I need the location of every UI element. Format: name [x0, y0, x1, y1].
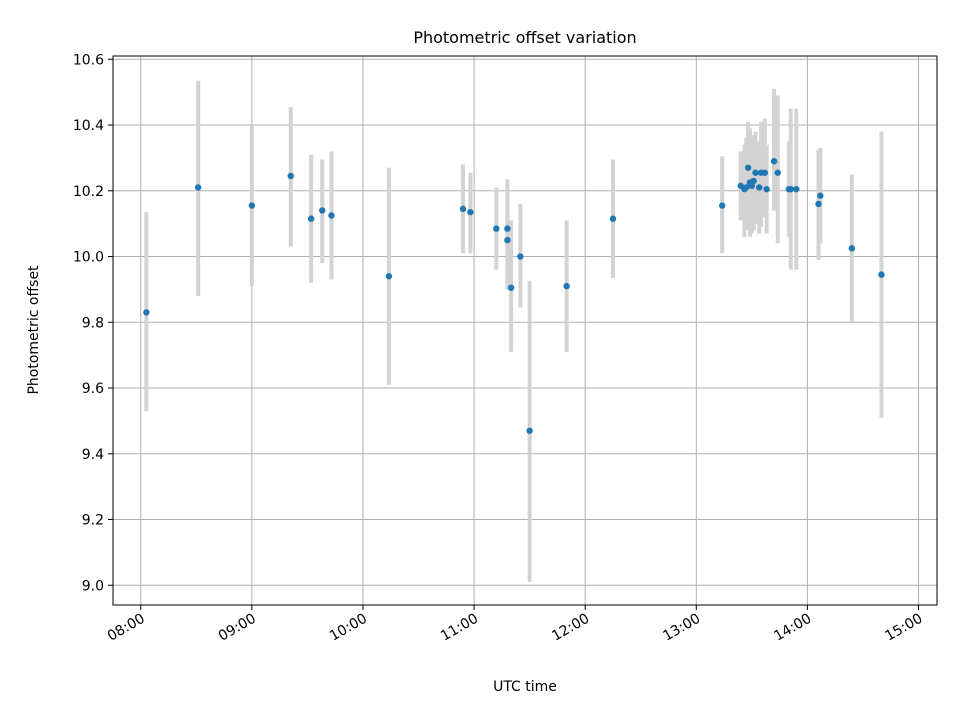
- data-point: [763, 185, 770, 193]
- data-point: [609, 215, 617, 222]
- data-point: [744, 164, 752, 171]
- data-point: [787, 185, 794, 193]
- data-point: [774, 169, 781, 176]
- data-point: [287, 172, 294, 180]
- x-tick-label: 08:00: [105, 611, 148, 645]
- x-tick-label: 15:00: [883, 611, 926, 645]
- plot-frame: [112, 55, 938, 606]
- x-tick-label: 11:00: [438, 611, 481, 645]
- data-point: [319, 207, 326, 214]
- data-point: [517, 253, 524, 260]
- data-point: [307, 215, 315, 222]
- data-point: [467, 208, 474, 216]
- data-point: [770, 157, 778, 165]
- data-point: [504, 225, 511, 232]
- y-tick-label: 10.4: [73, 118, 104, 134]
- data-point: [748, 182, 756, 190]
- data-point: [526, 427, 533, 434]
- y-tick-label: 10.2: [73, 184, 104, 200]
- data-point: [719, 202, 726, 209]
- y-axis-ticks: 9.0 9.2 9.4 9.6 9.8 10.0 10.2 10.4 10.6: [73, 52, 113, 594]
- data-point: [385, 273, 393, 280]
- x-axis-ticks: 08:00 09:00 10:00 11:00 12:00 13:00 14:00 15:00: [105, 605, 926, 645]
- error-bars: [144, 80, 884, 582]
- y-tick-label: 9.4: [82, 447, 104, 463]
- x-tick-label: 12:00: [549, 611, 592, 645]
- y-tick-label: 9.6: [82, 381, 104, 397]
- x-tick-label: 09:00: [216, 611, 259, 645]
- y-axis-label: Photometric offset: [26, 265, 42, 395]
- x-tick-label: 13:00: [660, 611, 703, 645]
- data-point: [507, 284, 515, 291]
- data-point: [752, 169, 759, 176]
- y-tick-label: 9.2: [82, 513, 104, 529]
- data-point: [793, 185, 800, 193]
- data-point: [815, 200, 822, 208]
- data-point: [761, 169, 768, 176]
- data-point: [328, 212, 335, 219]
- chart-title: Photometric offset variation: [413, 28, 636, 47]
- grid: [113, 56, 937, 605]
- data-point: [248, 202, 256, 209]
- x-tick-label: 10:00: [327, 611, 370, 645]
- data-point: [848, 245, 856, 252]
- data-point: [194, 184, 202, 191]
- data-point: [504, 236, 511, 244]
- data-point: [493, 225, 500, 232]
- data-point: [878, 271, 885, 278]
- y-tick-label: 10.6: [73, 52, 104, 68]
- data-point: [459, 205, 467, 213]
- x-tick-label: 14:00: [771, 611, 814, 645]
- data-point: [563, 282, 570, 290]
- y-tick-label: 9.0: [82, 578, 104, 594]
- y-tick-label: 10.0: [73, 250, 104, 266]
- x-axis-label: UTC time: [493, 679, 557, 695]
- data-point: [750, 177, 757, 185]
- data-point: [143, 309, 150, 316]
- data-point: [756, 184, 763, 191]
- data-points: [143, 157, 885, 434]
- y-tick-label: 9.8: [82, 315, 104, 331]
- data-point: [817, 192, 824, 199]
